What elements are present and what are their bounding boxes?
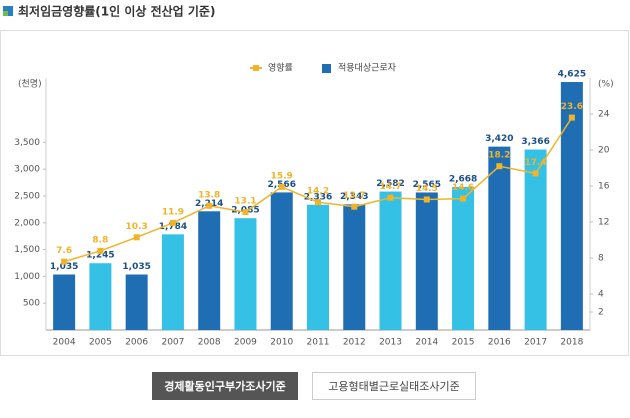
line-value-label: 14.5 <box>416 184 438 194</box>
line-marker <box>568 114 575 121</box>
bar-value-label: 4,625 <box>558 70 586 80</box>
line-marker <box>496 163 503 170</box>
line-marker <box>351 203 358 210</box>
line-value-label: 13.1 <box>234 197 256 207</box>
line-value-label: 7.6 <box>56 246 72 256</box>
x-tick-label: 2005 <box>89 338 112 348</box>
line-marker <box>315 199 321 206</box>
line-value-label: 10.3 <box>126 222 148 232</box>
bar-value-label: 1,784 <box>159 222 187 232</box>
x-tick-label: 2015 <box>452 338 475 348</box>
x-tick-label: 2004 <box>53 338 76 348</box>
y-tick-label: 3,500 <box>14 138 40 148</box>
bar-value-label: 1,035 <box>122 262 150 272</box>
bar <box>125 274 148 330</box>
y-tick-label: 1,000 <box>14 272 40 282</box>
line-marker <box>532 170 539 177</box>
x-tick-label: 2017 <box>524 338 547 348</box>
line-marker <box>61 258 68 265</box>
line-marker <box>387 194 394 201</box>
bar <box>234 218 257 330</box>
button[interactable]: 경제활동인구부가조사기준 <box>152 372 298 400</box>
line-value-label: 13.7 <box>343 191 365 201</box>
y-tick-label: 2,000 <box>14 218 40 228</box>
bar-value-label: 2,565 <box>413 180 441 190</box>
line-value-label: 13.8 <box>198 190 220 200</box>
line-marker <box>423 196 430 203</box>
bar <box>198 211 221 330</box>
y2-tick-label: 8 <box>598 254 604 264</box>
title-icon <box>3 11 8 16</box>
y2-axis-label: (%) <box>598 80 614 90</box>
line-value-label: 14.2 <box>307 187 329 197</box>
y2-tick-label: 24 <box>598 110 610 120</box>
x-tick-label: 2006 <box>125 338 148 348</box>
x-tick-label: 2016 <box>488 338 511 348</box>
bar <box>379 191 402 330</box>
x-tick-label: 2007 <box>161 338 184 348</box>
legend-swatch <box>322 64 331 73</box>
x-tick-label: 2013 <box>379 338 402 348</box>
x-tick-label: 2011 <box>307 338 330 348</box>
x-tick-label: 2014 <box>415 338 438 348</box>
chart-title: 최저임금영향률(1인 이상 전산업 기준) <box>18 4 215 19</box>
bar <box>270 192 293 330</box>
y-tick-label: 500 <box>23 299 40 309</box>
x-tick-label: 2012 <box>343 338 366 348</box>
legend-label: 영향률 <box>268 62 293 74</box>
y2-tick-label: 4 <box>598 290 604 300</box>
y2-tick-label: 2 <box>598 308 604 318</box>
y2-tick-label: 12 <box>598 218 609 228</box>
bar-value-label: 1,245 <box>86 251 114 261</box>
line-marker <box>460 195 467 202</box>
legend-label: 적용대상근로자 <box>338 62 397 74</box>
y-axis-label: (천명) <box>18 79 42 90</box>
line-marker <box>206 202 213 209</box>
y-tick-label: 2,500 <box>14 191 40 201</box>
bar <box>161 234 184 330</box>
bar-value-label: 2,336 <box>304 192 332 202</box>
bar <box>89 263 112 330</box>
line-marker <box>169 219 176 226</box>
bar-value-label: 1,035 <box>50 262 78 272</box>
bar-value-label: 3,366 <box>521 137 549 147</box>
x-tick-label: 2009 <box>234 338 257 348</box>
bar <box>307 204 329 330</box>
bar <box>343 204 366 330</box>
x-tick-label: 2010 <box>270 338 293 348</box>
bar-value-label: 2,343 <box>340 192 368 202</box>
bar-value-label: 2,582 <box>376 179 404 189</box>
line-value-label: 17.4 <box>524 158 546 168</box>
y2-tick-label: 16 <box>598 182 610 192</box>
line-marker <box>97 247 104 254</box>
bar <box>415 192 438 330</box>
bar <box>488 146 511 330</box>
bar <box>53 274 76 330</box>
line-value-label: 11.9 <box>162 207 184 217</box>
button[interactable]: 고용형태별근로실태조사기준 <box>312 372 476 400</box>
bar <box>452 186 475 330</box>
bar <box>524 149 547 330</box>
line-value-label: 14.6 <box>452 183 474 193</box>
line-value-label: 18.2 <box>488 151 510 161</box>
bar-value-label: 2,668 <box>449 174 477 184</box>
line-value-label: 8.8 <box>92 235 108 245</box>
y-tick-label: 1,500 <box>14 245 40 255</box>
x-tick-label: 2018 <box>560 338 583 348</box>
line-marker <box>242 209 249 216</box>
bar-value-label: 3,420 <box>485 134 513 144</box>
y2-tick-label: 20 <box>598 146 610 156</box>
x-tick-label: 2008 <box>198 338 221 348</box>
legend-swatch <box>253 65 259 71</box>
line-marker <box>133 234 140 241</box>
line-value-label: 15.9 <box>271 171 293 181</box>
bar <box>560 82 583 331</box>
chart-frame <box>0 30 629 356</box>
line-value-label: 14.7 <box>379 182 401 192</box>
line-value-label: 23.6 <box>561 102 583 112</box>
y-tick-label: 3,000 <box>14 165 40 175</box>
line-marker <box>278 183 285 190</box>
